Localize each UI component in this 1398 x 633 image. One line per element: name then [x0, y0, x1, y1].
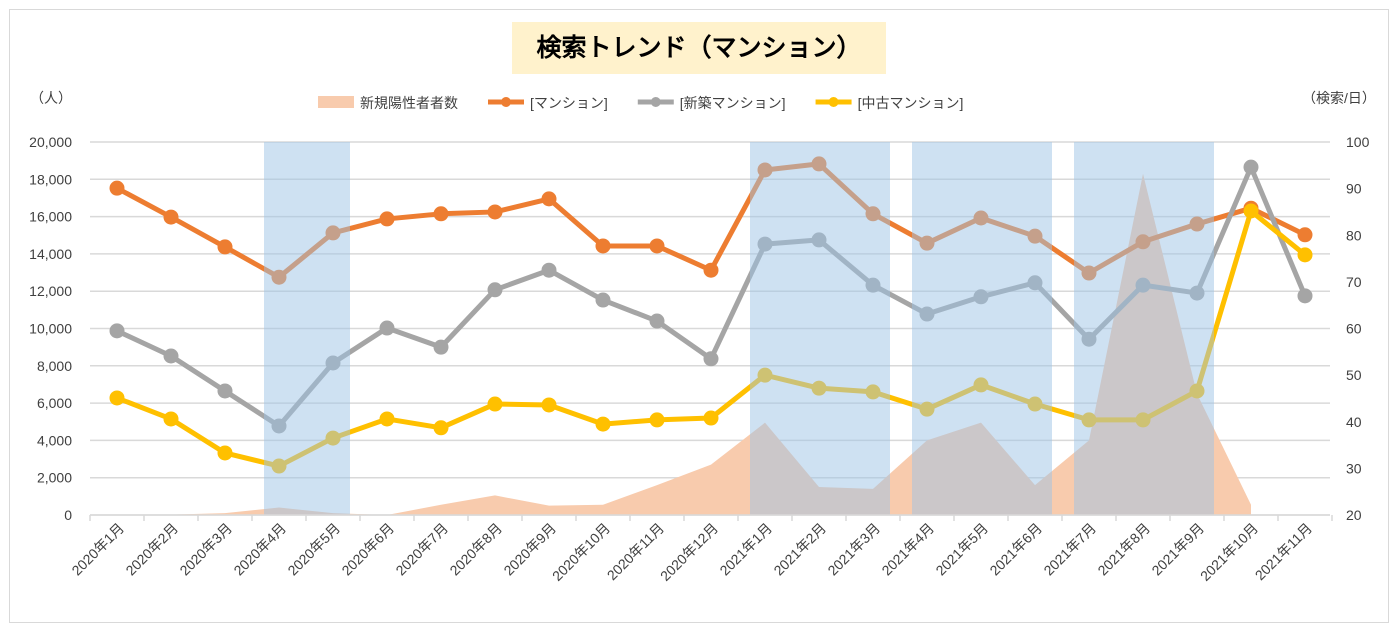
- x-tick-label: 2021年7月: [1040, 520, 1099, 579]
- data-point: [217, 239, 233, 255]
- legend-label: [中古マンション]: [858, 95, 964, 111]
- y-left-tick-label: 2,000: [37, 470, 72, 486]
- data-point: [1297, 247, 1313, 263]
- legend-swatch: [318, 96, 354, 108]
- data-point: [433, 206, 449, 222]
- x-tick-label: 2020年8月: [446, 520, 505, 579]
- data-point: [433, 339, 449, 355]
- x-tick-label: 2021年3月: [824, 520, 883, 579]
- data-point: [163, 411, 179, 427]
- data-point: [217, 445, 233, 461]
- x-tick-label: 2020年6月: [338, 520, 397, 579]
- highlight-band: [1074, 142, 1214, 515]
- y-right-tick-label: 20: [1346, 507, 1362, 523]
- y-left-axis-label: （人）: [30, 90, 72, 106]
- data-point: [109, 390, 125, 406]
- x-tick-label: 2020年9月: [500, 520, 559, 579]
- data-point: [703, 262, 719, 278]
- y-right-axis-label: （検索/日）: [1302, 90, 1376, 106]
- y-left-tick-label: 18,000: [29, 171, 72, 187]
- data-point: [541, 397, 557, 413]
- x-tick-label: 2021年9月: [1148, 520, 1207, 579]
- data-point: [433, 420, 449, 436]
- x-tick-label: 2020年1月: [68, 520, 127, 579]
- x-tick-label: 2021年6月: [986, 520, 1045, 579]
- highlight-band: [912, 142, 1052, 515]
- data-point: [649, 238, 665, 254]
- legend-label: 新規陽性者者数: [360, 95, 458, 111]
- x-tick-label: 2021年5月: [932, 520, 991, 579]
- x-tick-label: 2020年3月: [176, 520, 235, 579]
- data-point: [541, 191, 557, 207]
- x-tick-label: 2021年4月: [878, 520, 937, 579]
- y-left-tick-label: 6,000: [37, 395, 72, 411]
- legend-label: [マンション]: [530, 95, 608, 111]
- y-left-tick-label: 8,000: [37, 358, 72, 374]
- data-point: [379, 211, 395, 227]
- y-right-tick-label: 90: [1346, 181, 1362, 197]
- data-point: [595, 238, 611, 254]
- legend-item: [中古マンション]: [815, 95, 964, 111]
- legend-item: [新築マンション]: [637, 95, 786, 111]
- legend-label: [新築マンション]: [680, 95, 786, 111]
- data-point: [595, 416, 611, 432]
- x-tick-label: 2021年8月: [1094, 520, 1153, 579]
- data-point: [1243, 159, 1259, 175]
- x-tick-label: 2020年7月: [392, 520, 451, 579]
- data-point: [595, 292, 611, 308]
- data-point: [487, 396, 503, 412]
- legend-item: [マンション]: [488, 95, 608, 111]
- x-tick-label: 2020年5月: [284, 520, 343, 579]
- y-right-tick-label: 60: [1346, 321, 1362, 337]
- data-point: [217, 383, 233, 399]
- legend-marker: [501, 97, 511, 107]
- data-point: [1243, 203, 1259, 219]
- data-point: [487, 282, 503, 298]
- legend-marker: [650, 97, 661, 107]
- data-point: [379, 411, 395, 427]
- data-point: [703, 410, 719, 426]
- y-right-tick-label: 30: [1346, 460, 1362, 476]
- data-point: [163, 209, 179, 225]
- data-point: [1297, 288, 1313, 304]
- highlight-band: [750, 142, 890, 515]
- y-left-tick-label: 16,000: [29, 209, 72, 225]
- y-left-tick-label: 10,000: [29, 321, 72, 337]
- y-left-tick-label: 0: [64, 507, 72, 523]
- data-point: [649, 313, 665, 329]
- chart-title: 検索トレンド（マンション）: [512, 22, 886, 74]
- y-left-tick-label: 14,000: [29, 246, 72, 262]
- highlight-band: [264, 142, 350, 515]
- y-right-tick-label: 80: [1346, 227, 1362, 243]
- data-point: [703, 351, 719, 367]
- x-tick-label: 2021年2月: [770, 520, 829, 579]
- x-tick-label: 2020年2月: [122, 520, 181, 579]
- x-tick-label: 2020年4月: [230, 520, 289, 579]
- x-tick-label: 2021年11月: [1252, 520, 1315, 583]
- data-point: [541, 262, 557, 278]
- x-tick-label: 2020年12月: [657, 520, 721, 584]
- y-left-tick-label: 12,000: [29, 283, 72, 299]
- chart-frame: [9, 9, 1389, 623]
- y-left-tick-label: 4,000: [37, 432, 72, 448]
- data-point: [649, 412, 665, 428]
- legend-marker: [828, 97, 839, 107]
- data-point: [109, 323, 125, 339]
- data-point: [163, 348, 179, 364]
- y-right-tick-label: 40: [1346, 414, 1362, 430]
- data-point: [1297, 227, 1313, 243]
- data-point: [379, 320, 395, 336]
- x-tick-label: 2020年10月: [549, 520, 613, 584]
- legend-item: 新規陽性者者数: [318, 95, 458, 111]
- y-right-tick-label: 100: [1346, 134, 1370, 150]
- data-point: [109, 180, 125, 196]
- y-left-tick-label: 20,000: [29, 134, 72, 150]
- data-point: [487, 204, 503, 220]
- x-tick-label: 2021年10月: [1197, 520, 1261, 584]
- x-tick-label: 2021年1月: [716, 520, 775, 579]
- y-right-tick-label: 50: [1346, 367, 1362, 383]
- y-right-tick-label: 70: [1346, 274, 1362, 290]
